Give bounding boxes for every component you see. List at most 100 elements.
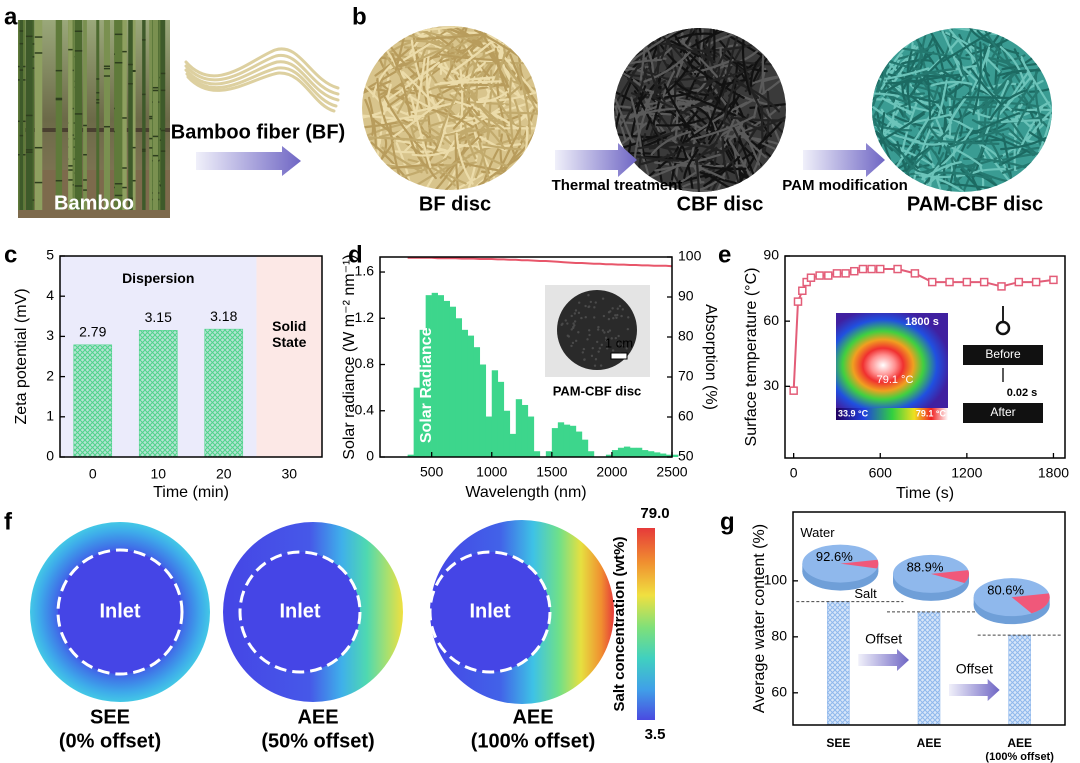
marker [1031, 277, 1041, 287]
inset-caption: PAM-CBF disc [553, 383, 642, 398]
disc-grain [611, 349, 615, 352]
fiber [976, 84, 1033, 129]
disc-grain [607, 311, 611, 314]
marker [793, 297, 803, 306]
node [34, 52, 43, 54]
fiber [1026, 94, 1052, 142]
offset-label: Offset [865, 631, 902, 647]
y-tick-label: 2 [46, 367, 54, 383]
fiber [753, 119, 784, 150]
fiber [426, 50, 432, 110]
disc-grain [616, 313, 619, 317]
node [34, 36, 43, 38]
spectrum-bar [419, 329, 426, 457]
x-tick-label: 2500 [656, 464, 687, 480]
fiber [404, 44, 453, 69]
disc-grain [577, 331, 580, 334]
plot-frame [792, 511, 1066, 726]
fiber [671, 44, 716, 63]
fiber [508, 77, 514, 139]
fiber [878, 89, 909, 104]
fiber [411, 146, 456, 157]
disc-grain [599, 364, 603, 367]
y-tick-label: 0 [366, 448, 374, 464]
disc-grain [570, 328, 573, 331]
disc-grain [589, 300, 593, 304]
fiber [760, 110, 786, 149]
disc-grain [604, 336, 608, 340]
disc-grain [616, 342, 620, 346]
spectrum-bar [581, 439, 589, 457]
disc-grain [561, 322, 564, 326]
pie-wedge [931, 570, 969, 583]
node [142, 148, 146, 151]
disc-grain [574, 309, 578, 312]
thermal-time: 1800 s [905, 316, 939, 328]
stalk [103, 20, 110, 210]
disc-grain [617, 334, 620, 338]
node [19, 69, 24, 71]
marker [850, 266, 859, 276]
disc-grain [596, 328, 600, 331]
fiber [937, 79, 948, 118]
stalk [55, 20, 63, 210]
disc-grain [614, 314, 617, 317]
fiber [621, 67, 648, 127]
fiber [721, 136, 730, 180]
fiber [872, 95, 929, 124]
spectrum-bar [455, 318, 463, 457]
x-tick-label: 2000 [596, 464, 627, 480]
fiber [436, 88, 461, 146]
fiber [738, 136, 765, 192]
fiber [439, 80, 502, 85]
fiber [706, 38, 731, 85]
thermal-min: 33.9 °C [838, 408, 869, 418]
arrow [858, 649, 909, 671]
plot-frame [784, 255, 1066, 459]
fiber [391, 52, 411, 116]
fiber [703, 155, 741, 187]
disc-grain [566, 334, 570, 337]
fiber [916, 28, 933, 71]
fiber [1020, 58, 1052, 113]
fiber [919, 171, 993, 181]
y-tick-label: 0.8 [355, 355, 375, 371]
fiber [926, 74, 932, 120]
node [25, 35, 33, 38]
spectrum-bar [407, 454, 414, 457]
fiber [952, 88, 978, 149]
node [152, 89, 159, 92]
node [142, 150, 146, 152]
x-tick-label: 500 [420, 464, 444, 480]
node [152, 86, 159, 89]
x-axis-title: Time (min) [153, 484, 229, 501]
fiber [885, 67, 930, 80]
x-tick-label: 1200 [951, 465, 982, 481]
marker [815, 271, 824, 280]
node [96, 91, 100, 94]
y-axis-title: Average water content (%) [751, 524, 768, 713]
marker [841, 269, 850, 278]
fiber [633, 91, 654, 161]
node [55, 179, 63, 182]
stalk [121, 20, 127, 210]
disc-grain [573, 312, 577, 315]
y2-tick-label: 80 [678, 328, 694, 344]
fiber [381, 146, 423, 174]
disc-grain [611, 307, 614, 310]
node [74, 30, 83, 33]
fiber [977, 142, 1007, 169]
fiber [629, 136, 650, 179]
fiber [731, 160, 742, 192]
spectrum-bar [449, 306, 457, 457]
fiber [439, 133, 483, 179]
disc-grain [590, 354, 594, 358]
scale-bar [610, 352, 628, 360]
fiber [513, 98, 522, 141]
fiber [978, 164, 985, 192]
bar [73, 344, 113, 458]
fiber [439, 83, 508, 89]
disc-grain [597, 350, 600, 353]
disc-grain [570, 344, 573, 348]
disc-grain [582, 347, 586, 351]
